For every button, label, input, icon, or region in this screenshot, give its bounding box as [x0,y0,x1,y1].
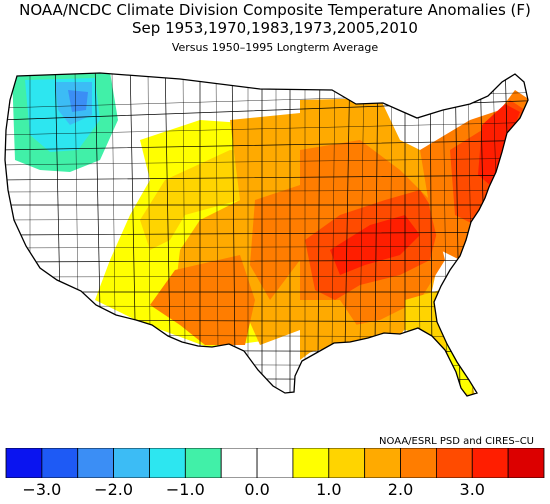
map-subtitle-years: Sep 1953,1970,1983,1973,2005,2010 [132,19,418,37]
legend-swatch [41,448,79,478]
legend-swatch [113,448,150,478]
color-legend [5,448,545,478]
legend-swatch [77,448,114,478]
legend-swatch [149,448,186,478]
legend-tick-label: 0.0 [244,480,270,499]
legend-tick-label: −3.0 [22,480,62,499]
legend-tick-label: −2.0 [94,480,134,499]
legend-tick-label: 3.0 [459,480,485,499]
legend-tick-label: 1.0 [316,480,342,499]
legend-swatch [471,448,509,478]
legend-tick-label: −1.0 [165,480,205,499]
legend-swatch [184,448,222,478]
legend-swatch [400,448,437,478]
legend-swatch [5,448,43,478]
legend-swatch [435,448,473,478]
map-subtitle-baseline: Versus 1950–1995 Longterm Average [171,41,379,54]
legend-swatch [507,448,545,478]
legend-swatch [364,448,401,478]
legend-swatch [256,448,294,478]
legend-tick-label: 2.0 [387,480,414,499]
map-title: NOAA/NCDC Climate Division Composite Tem… [19,1,531,19]
data-credit: NOAA/ESRL PSD and CIRES–CU [379,436,534,447]
us-anomaly-map [4,72,529,397]
legend-swatch [328,448,366,478]
legend-swatch [292,448,330,478]
legend-swatch [220,448,258,478]
